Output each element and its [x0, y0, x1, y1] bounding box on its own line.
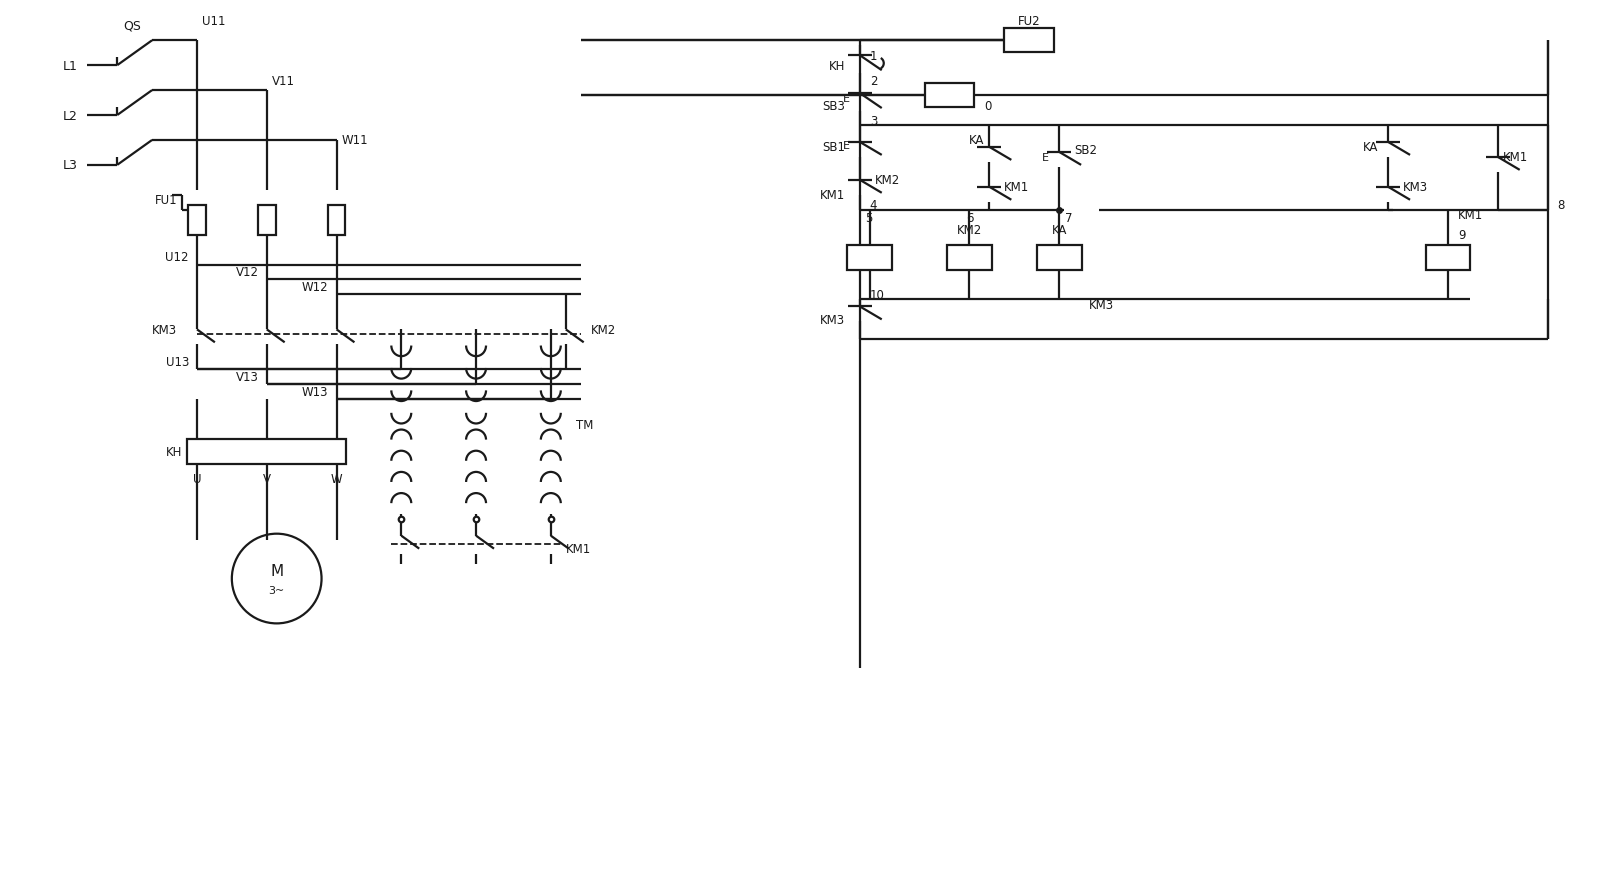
Text: V12: V12	[235, 266, 259, 279]
Text: 1: 1	[870, 50, 878, 63]
Text: TM: TM	[575, 418, 593, 431]
Bar	[1037, 245, 1081, 270]
Text: E: E	[1042, 153, 1049, 163]
Bar	[1426, 245, 1471, 270]
Text: 2: 2	[870, 75, 878, 88]
Text: U: U	[193, 473, 201, 486]
Text: L2: L2	[63, 109, 77, 123]
Text: U13: U13	[166, 355, 188, 368]
Text: 4: 4	[870, 199, 878, 212]
Bar	[188, 205, 206, 235]
Text: KH: KH	[166, 446, 182, 459]
Text: FU2: FU2	[1018, 15, 1041, 28]
Bar	[258, 205, 275, 235]
Text: SB1: SB1	[822, 142, 844, 154]
Text: 6: 6	[965, 212, 973, 225]
Text: 5: 5	[865, 212, 872, 225]
Text: L3: L3	[63, 159, 77, 172]
Text: KA: KA	[970, 135, 984, 147]
Bar	[327, 205, 345, 235]
Text: V13: V13	[235, 370, 259, 383]
Text: KM1: KM1	[820, 189, 844, 202]
Text: U11: U11	[201, 15, 226, 28]
Text: KM1: KM1	[565, 542, 591, 555]
Text: KM1: KM1	[1503, 151, 1527, 164]
Text: FU1: FU1	[155, 194, 177, 207]
Text: KM3: KM3	[151, 323, 177, 336]
Bar	[847, 245, 892, 270]
Text: E: E	[843, 94, 851, 104]
Text: 0: 0	[984, 99, 992, 112]
Text: KA: KA	[1363, 142, 1377, 154]
Bar	[925, 84, 975, 108]
Bar	[187, 440, 346, 464]
Text: 9: 9	[1458, 229, 1466, 242]
Text: SB2: SB2	[1075, 144, 1097, 157]
Text: W12: W12	[301, 281, 329, 294]
Text: W13: W13	[301, 385, 329, 398]
Text: L1: L1	[63, 60, 77, 73]
Text: V11: V11	[272, 75, 295, 88]
Text: QS: QS	[122, 20, 142, 33]
Text: U12: U12	[166, 251, 188, 264]
Text: KH: KH	[828, 60, 844, 73]
Text: 3: 3	[870, 115, 876, 128]
Text: 3~: 3~	[269, 586, 285, 596]
Text: 7: 7	[1065, 212, 1073, 225]
Text: SB3: SB3	[822, 99, 844, 112]
Text: 8: 8	[1558, 199, 1564, 212]
Text: KM2: KM2	[957, 224, 983, 237]
Text: KM1: KM1	[1004, 181, 1029, 194]
Text: E: E	[843, 141, 851, 150]
Text: KM3: KM3	[1403, 181, 1429, 194]
Text: KM3: KM3	[820, 314, 844, 327]
Text: KM3: KM3	[1089, 299, 1115, 312]
Text: KM2: KM2	[875, 174, 901, 187]
Text: M: M	[271, 563, 284, 579]
Text: W: W	[330, 473, 342, 486]
Text: 10: 10	[870, 289, 884, 302]
Bar	[1004, 30, 1054, 53]
Text: V: V	[263, 473, 271, 486]
Text: KM1: KM1	[1458, 209, 1484, 222]
Text: KM2: KM2	[591, 323, 615, 336]
Text: KA: KA	[1052, 224, 1066, 237]
Text: W11: W11	[342, 135, 367, 147]
Bar	[947, 245, 992, 270]
